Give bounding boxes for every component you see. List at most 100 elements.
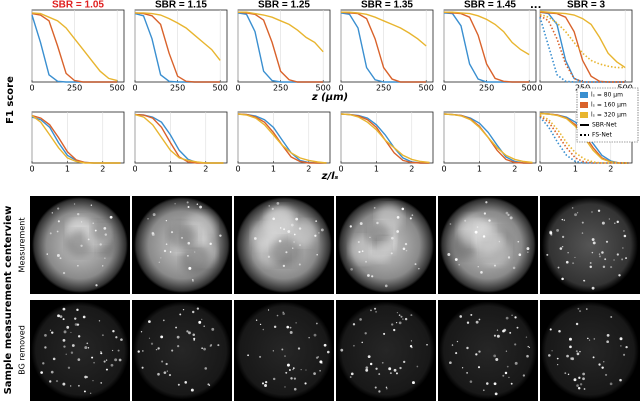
image-spot xyxy=(496,329,499,331)
image-spot xyxy=(91,356,94,359)
image-spot xyxy=(623,353,626,356)
plot-area xyxy=(237,9,331,83)
image-spot xyxy=(593,338,596,340)
image-spot xyxy=(374,386,377,389)
data-line xyxy=(31,12,118,82)
image-spot xyxy=(485,201,488,204)
image-spot xyxy=(272,217,276,221)
image-spot xyxy=(92,222,94,224)
image-disc xyxy=(31,301,129,400)
image-spot xyxy=(70,385,72,387)
x-tick-label: 0 xyxy=(235,84,240,93)
image-spot xyxy=(90,204,93,206)
image-spot xyxy=(416,365,419,368)
image-spot xyxy=(52,357,56,361)
legend-label: lₛ = 320 μm xyxy=(591,112,627,119)
image-spot xyxy=(67,366,71,369)
image-spot xyxy=(313,372,316,375)
image-spot xyxy=(374,307,377,310)
image-spot xyxy=(285,371,288,374)
image-spot xyxy=(290,223,294,227)
image-spot xyxy=(602,265,606,269)
image-spot xyxy=(182,309,185,311)
image-spot xyxy=(571,207,574,209)
image-spot xyxy=(459,315,463,318)
image-spot xyxy=(556,357,559,360)
image-spot xyxy=(70,351,74,354)
x-tick-label: 2 xyxy=(306,165,311,174)
image-spot xyxy=(470,313,473,316)
image-spot xyxy=(514,361,518,365)
image-spot xyxy=(568,337,572,341)
image-spot xyxy=(305,369,307,371)
image-spot xyxy=(410,340,413,342)
image-spot xyxy=(384,284,388,288)
image-spot xyxy=(399,366,402,370)
image-spot xyxy=(365,260,368,263)
image-spot xyxy=(461,367,464,369)
image-spot xyxy=(147,217,149,220)
image-spot xyxy=(517,240,520,243)
image-spot xyxy=(100,382,103,384)
image-spot xyxy=(526,247,530,251)
image-spot xyxy=(84,375,88,379)
image-spot xyxy=(575,322,579,326)
image-spot xyxy=(402,247,406,251)
image-blob xyxy=(379,238,396,255)
image-spot xyxy=(582,377,585,381)
image-spot xyxy=(409,345,413,348)
image-spot xyxy=(604,373,608,376)
image-spot xyxy=(592,356,595,359)
chart-title: SBR = 3 xyxy=(567,0,606,11)
image-spot xyxy=(46,253,48,255)
x-tick-label: 0 xyxy=(441,165,446,174)
image-spot xyxy=(73,203,76,205)
image-spot xyxy=(378,373,381,375)
image-spot xyxy=(56,230,59,233)
image-spot xyxy=(458,264,460,266)
image-spot xyxy=(579,350,581,353)
image-spot xyxy=(165,362,168,366)
image-spot xyxy=(370,309,372,312)
image-grid xyxy=(30,196,640,401)
image-spot xyxy=(80,221,83,223)
image-spot xyxy=(163,249,167,253)
image-spot xyxy=(87,347,90,349)
image-spot xyxy=(74,323,78,326)
image-spot xyxy=(551,350,553,352)
x-tick-label: 0 xyxy=(29,84,34,93)
image-spot xyxy=(417,267,420,270)
image-spot xyxy=(316,253,318,256)
image-spot xyxy=(49,380,52,383)
x-tick-label: 2 xyxy=(409,165,414,174)
image-spot xyxy=(104,257,106,259)
image-spot xyxy=(383,332,386,335)
image-spot xyxy=(409,217,412,220)
image-spot xyxy=(514,316,517,319)
image-spot xyxy=(40,371,43,374)
image-spot xyxy=(502,374,505,377)
x-tick-label: 250 xyxy=(479,84,494,93)
legend-label: FS-Net xyxy=(592,132,612,139)
image-spot xyxy=(604,258,607,261)
image-spot xyxy=(186,330,189,333)
chart-title: SBR = 1.25 xyxy=(258,0,310,11)
image-disc xyxy=(235,301,333,400)
image-spot xyxy=(57,220,60,223)
data-line xyxy=(237,113,327,164)
image-spot xyxy=(76,308,79,312)
image-spot xyxy=(282,264,286,268)
legend-label: lₛ = 80 μm xyxy=(591,92,623,99)
image-spot xyxy=(315,322,318,325)
image-spot xyxy=(390,252,393,255)
image-spot xyxy=(364,332,367,335)
image-spot xyxy=(618,274,621,277)
image-spot xyxy=(506,365,509,368)
image-spot xyxy=(504,371,508,375)
image-spot xyxy=(111,349,114,352)
image-spot xyxy=(605,240,609,243)
image-spot xyxy=(63,345,66,348)
x-tick-label: 0 xyxy=(235,165,240,174)
image-blob xyxy=(167,221,195,250)
image-spot xyxy=(51,212,53,214)
